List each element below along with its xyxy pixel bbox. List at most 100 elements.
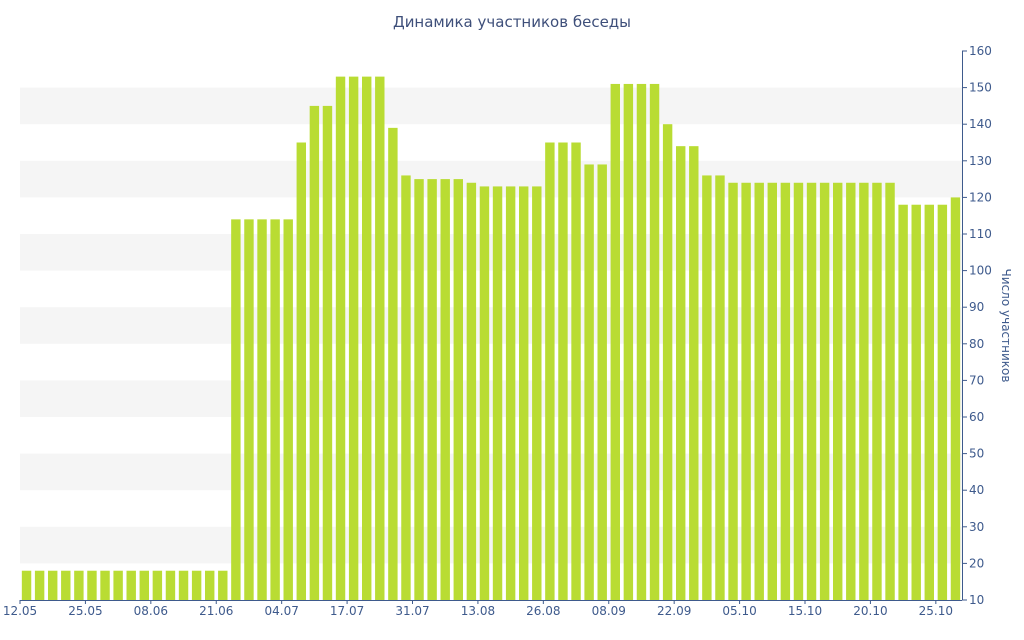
bar (741, 182, 751, 600)
bar (558, 142, 568, 600)
x-tick-label: 25.10 (919, 604, 953, 618)
bar (126, 570, 136, 600)
y-tick-label: 20 (969, 556, 984, 570)
bar (178, 570, 189, 600)
y-tick-label: 50 (969, 447, 984, 461)
x-tick-label: 12.05 (3, 604, 37, 618)
bar (191, 570, 202, 600)
bar (139, 570, 149, 600)
bar (532, 186, 542, 601)
bar (492, 186, 503, 601)
x-tick-label: 15.10 (788, 604, 822, 618)
x-tick-label: 04.07 (264, 604, 298, 618)
bar (231, 219, 241, 601)
bar (846, 182, 856, 600)
bar (819, 182, 830, 600)
bar (270, 219, 280, 601)
bar (61, 570, 71, 600)
grid-band (20, 453, 962, 491)
bar (662, 124, 673, 600)
y-axis: 10 20 30 40 50 60 70 80 90 100 110 120 130 140 150 160 (962, 44, 992, 607)
bar (793, 182, 804, 600)
y-axis-title: Число участников (999, 269, 1013, 383)
bar (244, 219, 254, 601)
x-tick-label: 05.10 (722, 604, 756, 618)
bar (362, 76, 372, 601)
x-axis: 12.05 25.05 08.06 21.06 04.07 17.07 31.07 13.08… (3, 600, 962, 618)
bar (427, 179, 437, 600)
bar (833, 182, 843, 600)
bars (21, 76, 961, 601)
bar (754, 182, 764, 600)
bar (950, 197, 961, 600)
bar (885, 182, 895, 600)
bar (401, 175, 411, 600)
bar (87, 570, 97, 600)
bar (375, 76, 385, 601)
bar (479, 186, 490, 601)
bar (48, 570, 58, 600)
bar (676, 146, 686, 600)
bar (898, 204, 908, 600)
y-tick-label: 130 (969, 154, 992, 168)
bar (296, 142, 306, 600)
bar (309, 105, 320, 601)
bar (100, 570, 110, 600)
x-tick-label: 22.09 (657, 604, 691, 618)
bar (545, 142, 555, 600)
y-tick-label: 140 (969, 117, 992, 131)
bar (715, 175, 725, 600)
y-tick-label: 40 (969, 483, 984, 497)
y-tick-label: 150 (969, 81, 992, 95)
bar (623, 83, 634, 600)
y-tick-label: 100 (969, 264, 992, 278)
bar (335, 76, 346, 601)
bar (283, 219, 293, 601)
x-tick-label: 20.10 (853, 604, 887, 618)
bar (348, 76, 359, 601)
y-tick-label: 160 (969, 44, 992, 58)
bar (205, 570, 215, 600)
y-tick-label: 70 (969, 373, 984, 387)
y-tick-label: 60 (969, 410, 984, 424)
bar (924, 204, 934, 600)
grid-band (20, 87, 962, 125)
grid-band (20, 526, 962, 564)
bar (414, 179, 424, 600)
y-tick-label: 120 (969, 190, 992, 204)
x-tick-label: 17.07 (330, 604, 364, 618)
bar (440, 179, 450, 600)
y-tick-label: 30 (969, 520, 984, 534)
grid-band (20, 234, 962, 271)
grid-bands (20, 87, 962, 564)
grid-band (20, 160, 962, 198)
bar (74, 570, 84, 600)
bar (257, 219, 267, 601)
bar (584, 164, 594, 600)
bar (505, 186, 516, 601)
bar (937, 204, 948, 600)
bar (21, 570, 32, 600)
bar (34, 570, 45, 600)
bar (767, 182, 777, 600)
bar (649, 83, 660, 600)
grid-band (20, 307, 962, 344)
bar (218, 570, 228, 600)
bar (911, 204, 921, 600)
y-tick-label: 80 (969, 337, 984, 351)
bar (728, 182, 738, 600)
bar (113, 570, 123, 600)
y-tick-label: 90 (969, 300, 984, 314)
bar (689, 146, 699, 600)
x-tick-label: 08.06 (134, 604, 168, 618)
chart-title: Динамика участников беседы (392, 13, 632, 31)
bar (780, 182, 791, 600)
x-tick-label: 25.05 (68, 604, 102, 618)
bar (453, 179, 463, 600)
bar (806, 182, 817, 600)
y-tick-label: 110 (969, 227, 992, 241)
bar (519, 186, 529, 601)
bar (597, 164, 607, 600)
x-tick-label: 26.08 (526, 604, 560, 618)
